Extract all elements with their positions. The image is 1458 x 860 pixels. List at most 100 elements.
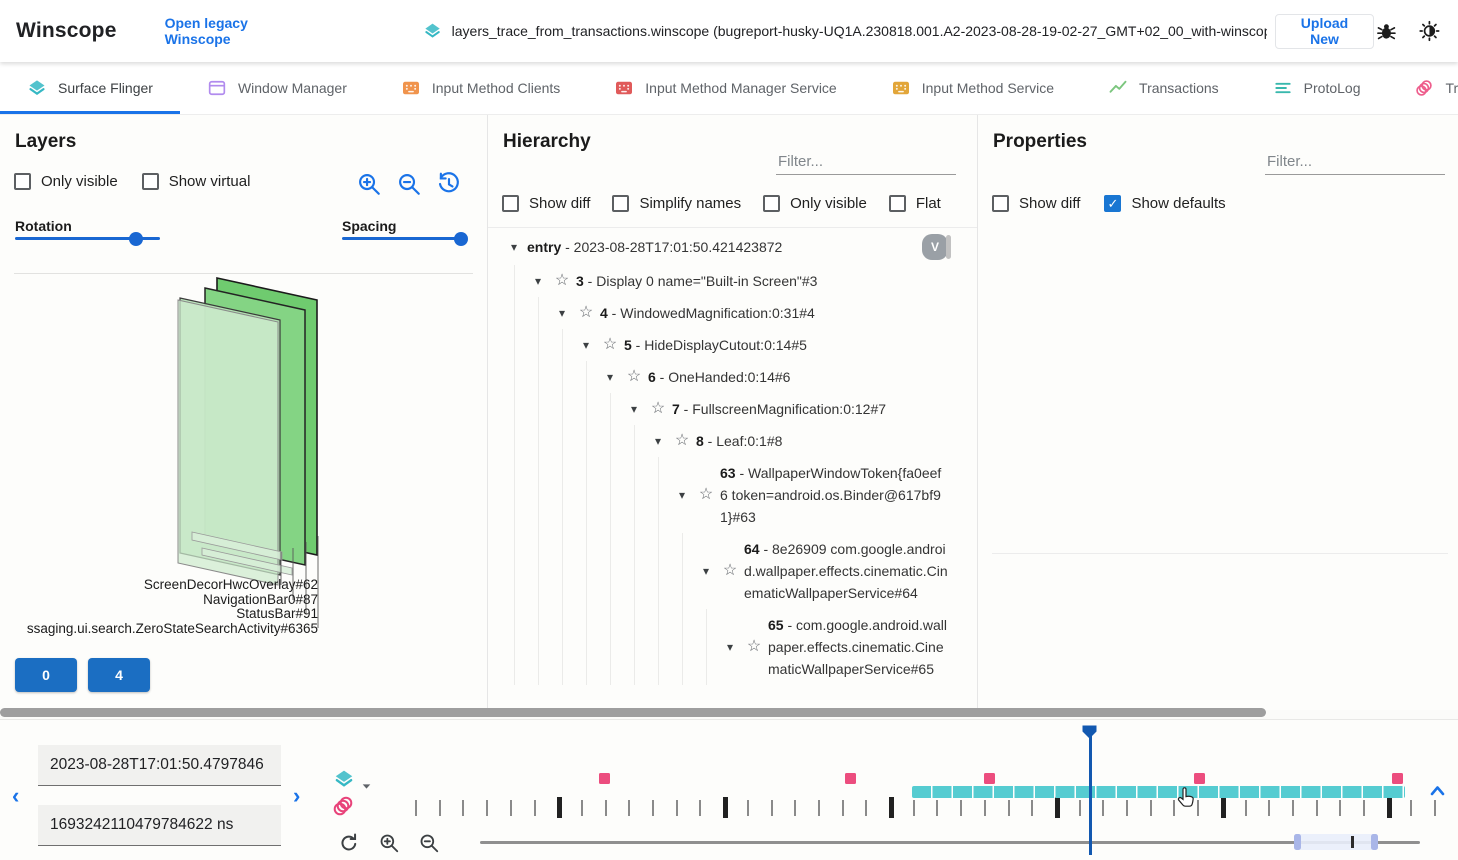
layer-rect-thin[interactable] — [201, 547, 293, 576]
tree-node-6[interactable]: ▾ ☆ 6 - OneHanded:0:14#6 — [488, 361, 954, 393]
pin-star-icon[interactable]: ☆ — [602, 336, 618, 353]
open-legacy-link[interactable]: Open legacy Winscope — [164, 15, 248, 47]
checkbox-only-visible[interactable]: Only visible — [763, 195, 867, 212]
zoom-in-icon[interactable] — [378, 832, 400, 854]
tab-input-method-clients[interactable]: Input Method Clients — [374, 62, 587, 114]
checkbox-unchecked[interactable] — [14, 173, 31, 190]
checkbox-show-diff[interactable]: Show diff — [992, 195, 1080, 212]
expand-arrow-icon[interactable]: ▾ — [678, 488, 686, 502]
checkbox-show-virtual[interactable]: Show virtual — [141, 173, 250, 190]
tab-input-method-service[interactable]: Input Method Service — [864, 62, 1081, 114]
properties-filter-input[interactable] — [1265, 149, 1445, 175]
transition-event-mark[interactable] — [599, 773, 610, 784]
expand-arrow-icon[interactable]: ▾ — [654, 434, 662, 448]
next-entry-button[interactable]: › — [293, 783, 301, 808]
range-slider-track[interactable] — [480, 841, 1420, 844]
tab-transactions[interactable]: Transactions — [1081, 62, 1246, 114]
tree-node-4[interactable]: ▾ ☆ 4 - WindowedMagnification:0:31#4 — [488, 297, 954, 329]
layers-trace-icon[interactable] — [333, 768, 355, 790]
checkbox-unchecked[interactable] — [888, 195, 906, 212]
checkbox-show-defaults[interactable]: ✓ Show defaults — [1104, 195, 1226, 212]
transitions-trace-icon[interactable] — [331, 794, 355, 818]
range-slider-right-handle[interactable] — [1371, 834, 1378, 850]
expand-arrow-icon[interactable]: ▾ — [726, 640, 734, 654]
app-title: Winscope — [16, 19, 117, 42]
expand-arrow-icon[interactable]: ▾ — [630, 402, 638, 416]
range-slider-left-handle[interactable] — [1294, 834, 1301, 850]
rotation-slider[interactable] — [15, 231, 160, 246]
checkbox-only-visible[interactable]: Only visible — [14, 173, 118, 190]
checkbox-simplify-names[interactable]: Simplify names — [612, 195, 741, 212]
expand-arrow-icon[interactable]: ▾ — [702, 564, 710, 578]
layer-rect-thin[interactable] — [191, 531, 283, 561]
bug-report-icon[interactable] — [1376, 19, 1397, 43]
pin-star-icon[interactable]: ☆ — [674, 432, 690, 449]
checkbox-checked[interactable]: ✓ — [1104, 195, 1122, 212]
collapse-timeline-icon[interactable] — [1429, 783, 1446, 796]
pin-star-icon[interactable]: ☆ — [746, 638, 762, 655]
checkbox-unchecked[interactable] — [992, 195, 1009, 212]
tab-surface-flinger[interactable]: Surface Flinger — [0, 62, 180, 114]
zoom-out-icon[interactable] — [396, 171, 422, 197]
hierarchy-scrollbar[interactable] — [946, 235, 951, 259]
trace-blocks-bar[interactable] — [912, 786, 1405, 798]
checkbox-flat[interactable]: Flat — [888, 195, 941, 212]
tree-node-65[interactable]: ▾ ☆ 65 - com.google.android.wallpaper.effe… — [488, 609, 954, 685]
expand-arrow-icon[interactable]: ▾ — [606, 370, 614, 384]
horizontal-scrollbar[interactable] — [0, 708, 1266, 717]
dropdown-caret-icon[interactable] — [360, 780, 373, 793]
expand-arrow-icon[interactable]: ▾ — [558, 306, 566, 320]
checkbox-unchecked[interactable] — [612, 195, 630, 212]
checkbox-unchecked[interactable] — [141, 173, 159, 190]
spacing-slider[interactable] — [342, 231, 468, 246]
transition-event-mark[interactable] — [845, 773, 856, 784]
pin-star-icon[interactable]: ☆ — [626, 368, 642, 385]
previous-entry-button[interactable]: ‹ — [12, 783, 20, 808]
expand-arrow-icon[interactable]: ▾ — [510, 240, 518, 254]
zoom-in-icon[interactable] — [356, 171, 382, 197]
tab-protolog[interactable]: ProtoLog — [1246, 62, 1388, 114]
tab-input-method-manager-service[interactable]: Input Method Manager Service — [587, 62, 863, 114]
display-button-0[interactable]: 0 — [15, 658, 77, 692]
expand-arrow-icon[interactable]: ▾ — [582, 338, 590, 352]
checkbox-unchecked[interactable] — [502, 195, 519, 212]
tab-window-manager[interactable]: Window Manager — [180, 62, 374, 114]
spacing-slider-thumb[interactable] — [454, 231, 468, 246]
layers-3d-scene[interactable] — [0, 275, 487, 647]
playhead-marker[interactable] — [1082, 725, 1097, 739]
ns-timestamp-input[interactable] — [38, 805, 281, 846]
tree-node-64[interactable]: ▾ ☆ 64 - 8e26909 com.google.android.wallpa… — [488, 533, 954, 609]
expand-arrow-icon[interactable]: ▾ — [534, 274, 542, 288]
tree-node-entry[interactable]: ▾ entry - 2023-08-28T17:01:50.421423872 V — [488, 229, 954, 265]
checkbox-show-diff[interactable]: Show diff — [502, 195, 590, 212]
rotation-slider-thumb[interactable] — [129, 231, 143, 246]
dark-mode-toggle-icon[interactable] — [1419, 19, 1440, 43]
layer-label: NavigationBar0#87 — [203, 591, 318, 607]
pin-star-icon[interactable]: ☆ — [722, 562, 738, 579]
transition-event-mark[interactable] — [1194, 773, 1205, 784]
tree-node-5[interactable]: ▾ ☆ 5 - HideDisplayCutout:0:14#5 — [488, 329, 954, 361]
tree-node-8[interactable]: ▾ ☆ 8 - Leaf:0:1#8 — [488, 425, 954, 457]
tree-node-63[interactable]: ▾ ☆ 63 - WallpaperWindowToken{fa0eef6 toke… — [488, 457, 954, 533]
checkbox-unchecked[interactable] — [763, 195, 781, 212]
tree-node-7[interactable]: ▾ ☆ 7 - FullscreenMagnification:0:12#7 — [488, 393, 954, 425]
tree-node-3[interactable]: ▾ ☆ 3 - Display 0 name="Built-in Screen"#3 — [488, 265, 954, 297]
pin-star-icon[interactable]: ☆ — [554, 272, 570, 289]
pin-star-icon[interactable]: ☆ — [698, 486, 714, 503]
pin-star-icon[interactable]: ☆ — [578, 304, 594, 321]
refresh-icon[interactable] — [338, 832, 360, 854]
range-slider-selection[interactable] — [1297, 834, 1375, 850]
indent-guide — [634, 533, 635, 609]
tab-tr[interactable]: Tr — [1387, 62, 1458, 114]
hierarchy-filter-input[interactable] — [776, 149, 956, 175]
transition-event-mark[interactable] — [1392, 773, 1403, 784]
pin-star-icon[interactable]: ☆ — [650, 400, 666, 417]
layer-rect[interactable] — [177, 299, 279, 586]
human-timestamp-input[interactable] — [38, 745, 281, 786]
transition-event-mark[interactable] — [984, 773, 995, 784]
zoom-out-icon[interactable] — [418, 832, 440, 854]
display-button-4[interactable]: 4 — [88, 658, 150, 692]
upload-new-button[interactable]: Upload New — [1274, 13, 1375, 49]
playhead-line[interactable] — [1089, 727, 1092, 855]
restore-zoom-icon[interactable] — [436, 171, 462, 197]
